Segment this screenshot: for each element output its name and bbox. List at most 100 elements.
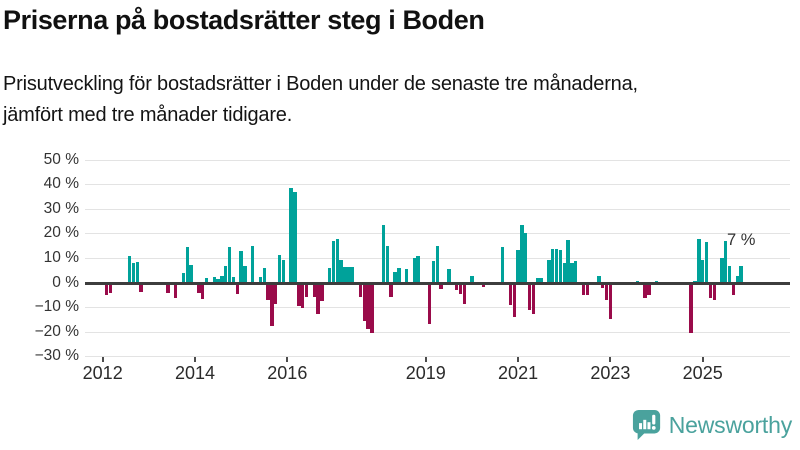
bar [581, 283, 586, 296]
gridline [85, 208, 790, 210]
y-axis-label: 0 % [52, 273, 79, 291]
bar [558, 249, 563, 283]
bar [531, 283, 536, 314]
bar [481, 283, 486, 287]
bar [385, 246, 389, 283]
bar [108, 283, 113, 293]
bar [643, 283, 647, 298]
x-axis-label: 2025 [682, 363, 723, 383]
bar [604, 283, 609, 301]
y-axis-label: 40 % [43, 175, 79, 193]
bar [447, 269, 451, 283]
bar [458, 283, 463, 295]
bar [724, 241, 728, 283]
value-annotation: 7 % [727, 231, 756, 249]
bar [297, 283, 301, 307]
bar [439, 283, 443, 290]
x-axis-label: 2012 [82, 363, 123, 383]
bar [535, 278, 539, 283]
bar [601, 283, 605, 288]
bar [712, 283, 716, 301]
bar [393, 271, 397, 283]
subtitle-line-2: jämfört med tre månader tidigare. [3, 104, 293, 126]
bar [547, 259, 551, 283]
bar [520, 225, 524, 283]
bar [220, 275, 224, 283]
bar [166, 283, 170, 293]
bar [727, 265, 732, 283]
bar [689, 283, 693, 334]
bar [289, 188, 293, 283]
bar [181, 273, 186, 283]
x-axis-tick [101, 357, 104, 362]
bar [697, 238, 701, 283]
x-axis-tick [424, 357, 427, 362]
bar [335, 238, 339, 283]
bar [277, 254, 282, 283]
x-axis-tick [517, 357, 520, 362]
bar [735, 275, 739, 283]
y-axis-label: −30 % [34, 347, 79, 365]
bar [239, 251, 243, 283]
bar [585, 283, 589, 296]
bar [362, 283, 366, 322]
bar [216, 279, 220, 283]
bar [501, 247, 505, 283]
bar [524, 232, 528, 283]
bar [739, 265, 743, 283]
bar [127, 255, 132, 283]
x-axis-label: 2023 [590, 363, 631, 383]
x-axis-label: 2019 [405, 363, 446, 383]
bar-chart: 50 % 40 % 30 % 20 % 10 % 0 % −10 % −20 % −30 % 20… [0, 145, 800, 395]
x-axis-tick [194, 357, 196, 362]
x-axis-label: 2016 [267, 363, 308, 383]
x-axis-label: 2021 [498, 363, 539, 383]
bar [312, 283, 316, 297]
x-axis-tick [701, 357, 704, 362]
bar [470, 275, 474, 283]
gridline [85, 159, 790, 161]
bar [608, 283, 613, 319]
bar [554, 248, 559, 283]
bar [366, 283, 370, 329]
bar [235, 283, 239, 295]
bar [174, 283, 178, 298]
gridline [85, 233, 790, 235]
bar [720, 258, 724, 283]
bar [189, 264, 193, 283]
bar [262, 268, 266, 283]
bar [131, 263, 136, 283]
x-axis-tick [286, 357, 289, 362]
page-subtitle: Prisutveckling för bostadsrätter i Boden… [3, 69, 763, 131]
bar [201, 283, 205, 299]
bar [327, 268, 332, 283]
bar [647, 283, 651, 296]
bar [574, 260, 578, 283]
y-axis-label: 50 % [43, 150, 79, 168]
bar [462, 283, 466, 304]
bar [339, 259, 343, 283]
bar [516, 249, 520, 283]
bar [527, 283, 532, 311]
gridline [85, 331, 790, 333]
gridline [85, 356, 790, 358]
bar [358, 283, 363, 297]
bar [539, 278, 543, 283]
bar [316, 283, 320, 314]
bar [370, 283, 374, 334]
bar [304, 283, 309, 297]
x-axis-tick [609, 357, 612, 362]
bar [389, 283, 393, 297]
bar [270, 283, 274, 327]
y-axis-label: 20 % [43, 224, 79, 242]
bar [243, 265, 247, 283]
bar [139, 283, 143, 292]
bar [320, 283, 324, 302]
bar [412, 258, 416, 283]
y-axis-label: −10 % [34, 298, 79, 316]
bar [435, 246, 439, 283]
bar [701, 259, 705, 283]
page-title: Priserna på bostadsrätter steg i Boden [3, 5, 485, 35]
bar [708, 283, 713, 298]
bar [231, 276, 236, 283]
